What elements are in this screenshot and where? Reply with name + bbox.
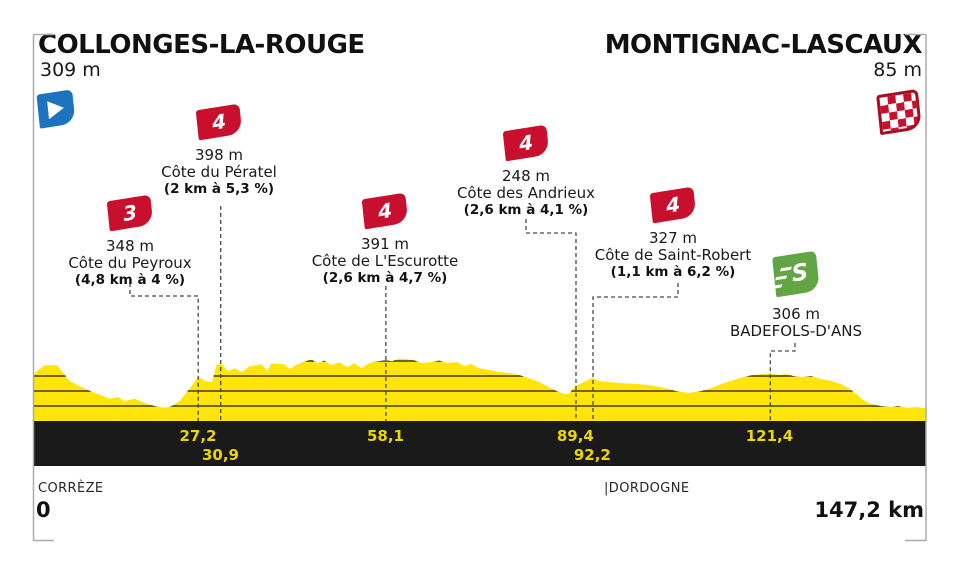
climb-detail: (2,6 km à 4,7 %) — [322, 270, 448, 286]
play-triangle-icon — [47, 98, 65, 120]
climb-detail: (2,6 km à 4,1 %) — [463, 202, 589, 218]
climb-marker: 4 327 m Côte de Saint-Robert (1,1 km à 6,2 … — [573, 186, 773, 281]
summit-name: Côte du Pératel — [161, 163, 277, 181]
category-flag-icon: 4 — [502, 124, 550, 162]
climb-marker: 4 398 m Côte du Pératel (2 km à 5,3 %) — [119, 103, 319, 198]
km-total-label: 147,2 km — [814, 498, 924, 522]
start-flag-icon — [36, 89, 76, 129]
sprint-marker: S 306 m BADEFOLS-D'ANS — [696, 250, 896, 340]
finish-checkered-flag-icon — [876, 88, 922, 136]
climb-detail: (1,1 km à 6,2 %) — [610, 264, 736, 280]
finish-elevation: 85 m — [873, 59, 922, 81]
flag-label: 4 — [664, 191, 682, 219]
flag-label: 3 — [121, 199, 139, 227]
category-flag-icon: 4 — [649, 186, 697, 224]
flag-label: S — [790, 258, 810, 288]
summit-name: Côte de Saint-Robert — [594, 246, 752, 264]
km-start-label: 0 — [36, 498, 51, 522]
km-marker-label: 30,9 — [201, 446, 239, 464]
department-left-label: CORRÈZE — [38, 481, 104, 496]
km-marker-label: 89,4 — [556, 427, 594, 445]
summit-name: Côte des Andrieux — [456, 184, 596, 202]
summit-altitude: 348 m — [105, 237, 154, 255]
climb-marker: 3 348 m Côte du Peyroux (4,8 km à 4 %) — [30, 194, 230, 289]
start-town-name: COLLONGES-LA-ROUGE — [38, 30, 365, 60]
category-flag-icon: 4 — [361, 192, 409, 230]
km-marker-label: 92,2 — [573, 446, 611, 464]
climb-marker: 4 391 m Côte de L'Escurotte (2,6 km à 4,7 %… — [285, 192, 485, 287]
climb-detail: (2 km à 5,3 %) — [163, 181, 275, 197]
finish-town-name: MONTIGNAC-LASCAUX — [604, 30, 923, 60]
category-flag-icon: 4 — [195, 103, 243, 141]
km-marker-label: 121,4 — [745, 427, 794, 445]
climb-marker: 4 248 m Côte des Andrieux (2,6 km à 4,1 %) — [426, 124, 626, 219]
summit-altitude: 391 m — [360, 235, 409, 253]
terrain-silhouette — [33, 358, 926, 421]
sprint-flag-icon: S — [772, 250, 820, 298]
flag-label: 4 — [210, 108, 228, 136]
category-flag-icon: 3 — [106, 194, 154, 232]
flag-label: 4 — [376, 197, 394, 225]
summit-name: Côte de L'Escurotte — [311, 252, 459, 270]
department-right-label: |DORDOGNE — [604, 481, 690, 496]
summit-name: BADEFOLS-D'ANS — [730, 322, 862, 340]
km-marker-label: 27,2 — [179, 427, 217, 445]
distance-bar — [33, 421, 926, 466]
summit-altitude: 398 m — [194, 146, 243, 164]
summit-name: Côte du Peyroux — [68, 254, 192, 272]
start-elevation: 309 m — [40, 59, 101, 81]
elevation-profile — [33, 358, 926, 421]
flag-label: 4 — [517, 129, 535, 157]
climb-detail: (4,8 km à 4 %) — [74, 272, 186, 288]
summit-altitude: 327 m — [648, 229, 697, 247]
km-marker-label: 58,1 — [366, 427, 404, 445]
summit-altitude: 306 m — [771, 305, 820, 323]
summit-altitude: 248 m — [501, 167, 550, 185]
